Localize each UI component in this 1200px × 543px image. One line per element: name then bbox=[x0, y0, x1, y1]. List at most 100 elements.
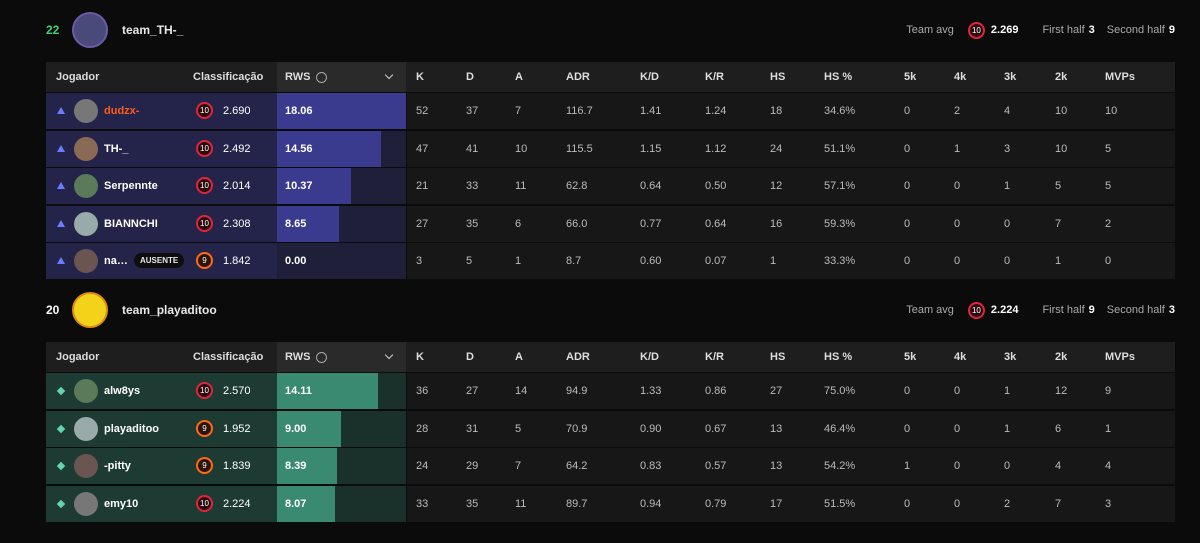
player-level: 10 bbox=[196, 177, 213, 194]
rws-bar bbox=[277, 130, 381, 167]
stat-value: 9 bbox=[1105, 385, 1112, 397]
player-level: 10 bbox=[196, 214, 213, 232]
column-header: 2k bbox=[1055, 351, 1068, 363]
stat-value: 2 bbox=[1105, 217, 1112, 230]
info-icon bbox=[316, 72, 327, 83]
player-avatar bbox=[74, 99, 98, 123]
team-avg-level: 10 bbox=[967, 21, 985, 39]
stat-value: 7 bbox=[515, 105, 522, 117]
stat-value: 0 bbox=[954, 497, 961, 510]
player-rating: 2.224 bbox=[223, 497, 251, 510]
stat-value: 0 bbox=[954, 385, 961, 397]
stat-value: 33.3% bbox=[824, 255, 856, 267]
stat-value: 11 bbox=[515, 180, 527, 192]
column-header: D bbox=[466, 351, 474, 363]
column-header: Classificação bbox=[193, 71, 264, 83]
rws-bar bbox=[277, 410, 342, 447]
stat-value: 8.7 bbox=[566, 255, 582, 267]
column-header: MVPs bbox=[1105, 351, 1135, 363]
stat-value: 1 bbox=[904, 460, 911, 472]
stat-value: 4 bbox=[1055, 460, 1062, 472]
second-half: 3 bbox=[1168, 304, 1175, 316]
stat-value: 0 bbox=[904, 422, 911, 435]
row-right bbox=[407, 448, 1175, 484]
stat-value: 5 bbox=[466, 255, 473, 267]
column-header: ADR bbox=[566, 71, 590, 83]
column-header: A bbox=[515, 71, 523, 83]
stat-value: 57.1% bbox=[824, 180, 856, 192]
stat-value: 24 bbox=[416, 460, 429, 472]
player-name: -pitty bbox=[104, 460, 131, 472]
stat-value: 66.0 bbox=[566, 217, 588, 230]
stat-value: 6 bbox=[515, 217, 522, 230]
second-half-label: Second half bbox=[1106, 24, 1165, 36]
stat-value: 27 bbox=[466, 385, 479, 397]
player-avatar bbox=[74, 249, 98, 273]
stat-value: 0.64 bbox=[705, 217, 727, 230]
stat-value: 10 bbox=[1055, 105, 1068, 117]
rws-bar bbox=[277, 168, 352, 204]
stat-value: 0.64 bbox=[640, 180, 662, 192]
second-half-label: Second half bbox=[1106, 304, 1165, 316]
stat-value: 7 bbox=[1055, 497, 1062, 510]
stat-value: 0 bbox=[904, 217, 911, 230]
rws-bar bbox=[277, 373, 378, 409]
stat-value: 0 bbox=[954, 422, 961, 435]
player-level: 10 bbox=[196, 102, 213, 119]
column-header: 5k bbox=[904, 71, 917, 83]
player-rating: 1.839 bbox=[223, 460, 251, 472]
stat-value: 1 bbox=[1004, 422, 1011, 435]
table-header bbox=[46, 342, 1175, 372]
column-header: RWS bbox=[285, 71, 311, 83]
stat-value: 28 bbox=[416, 422, 429, 435]
stat-value: 14 bbox=[515, 385, 528, 397]
column-header: HS % bbox=[824, 351, 853, 363]
stat-value: 7 bbox=[515, 460, 522, 472]
player-avatar bbox=[74, 174, 98, 198]
stat-value: 1.41 bbox=[640, 105, 662, 117]
stat-value: 13 bbox=[770, 422, 783, 435]
stat-value: 10 bbox=[1055, 142, 1068, 155]
player-avatar bbox=[74, 491, 98, 516]
row-right bbox=[407, 205, 1175, 242]
stat-value: 3 bbox=[1105, 497, 1112, 510]
row-right bbox=[407, 373, 1175, 409]
team-avg-level: 10 bbox=[967, 301, 985, 319]
team-logo bbox=[72, 292, 108, 328]
team-summary: Team avg 10 2.224 First half 9 Second half 3 bbox=[906, 300, 1175, 320]
player-rating: 1.842 bbox=[223, 255, 251, 267]
stat-value: 70.9 bbox=[566, 422, 588, 435]
stat-value: 1 bbox=[515, 255, 522, 267]
stat-value: 0.86 bbox=[705, 385, 727, 397]
stat-value: 10 bbox=[515, 142, 528, 155]
rws-value: 14.56 bbox=[285, 142, 313, 155]
player-level: 9 bbox=[196, 252, 213, 269]
stat-value: 6 bbox=[1055, 422, 1062, 435]
rws-value: 18.06 bbox=[285, 105, 313, 117]
stat-value: 47 bbox=[416, 142, 429, 155]
stat-value: 31 bbox=[466, 422, 479, 435]
stat-value: 0.83 bbox=[640, 460, 662, 472]
row-marker bbox=[57, 219, 65, 227]
rws-bar bbox=[277, 205, 339, 242]
stat-value: 54.2% bbox=[824, 460, 856, 472]
stat-value: 0.07 bbox=[705, 255, 727, 267]
team-avg: 2.269 bbox=[990, 24, 1019, 36]
first-half-label: First half bbox=[1042, 304, 1085, 316]
player-avatar bbox=[74, 454, 98, 478]
stat-value: 5 bbox=[1105, 180, 1112, 192]
stat-value: 0 bbox=[954, 217, 961, 230]
player-name: emy10 bbox=[104, 497, 139, 510]
stat-value: 0 bbox=[1004, 255, 1011, 267]
stat-value: 46.4% bbox=[824, 422, 856, 435]
column-header: K/D bbox=[640, 351, 659, 363]
stat-value: 35 bbox=[466, 497, 479, 510]
rws-bar bbox=[277, 448, 337, 484]
player-avatar bbox=[74, 136, 98, 161]
stat-value: 41 bbox=[466, 142, 479, 155]
rws-value: 8.07 bbox=[285, 497, 307, 510]
stat-value: 0 bbox=[954, 255, 961, 267]
rws-value: 8.39 bbox=[285, 460, 307, 472]
stat-value: 2 bbox=[954, 105, 961, 117]
